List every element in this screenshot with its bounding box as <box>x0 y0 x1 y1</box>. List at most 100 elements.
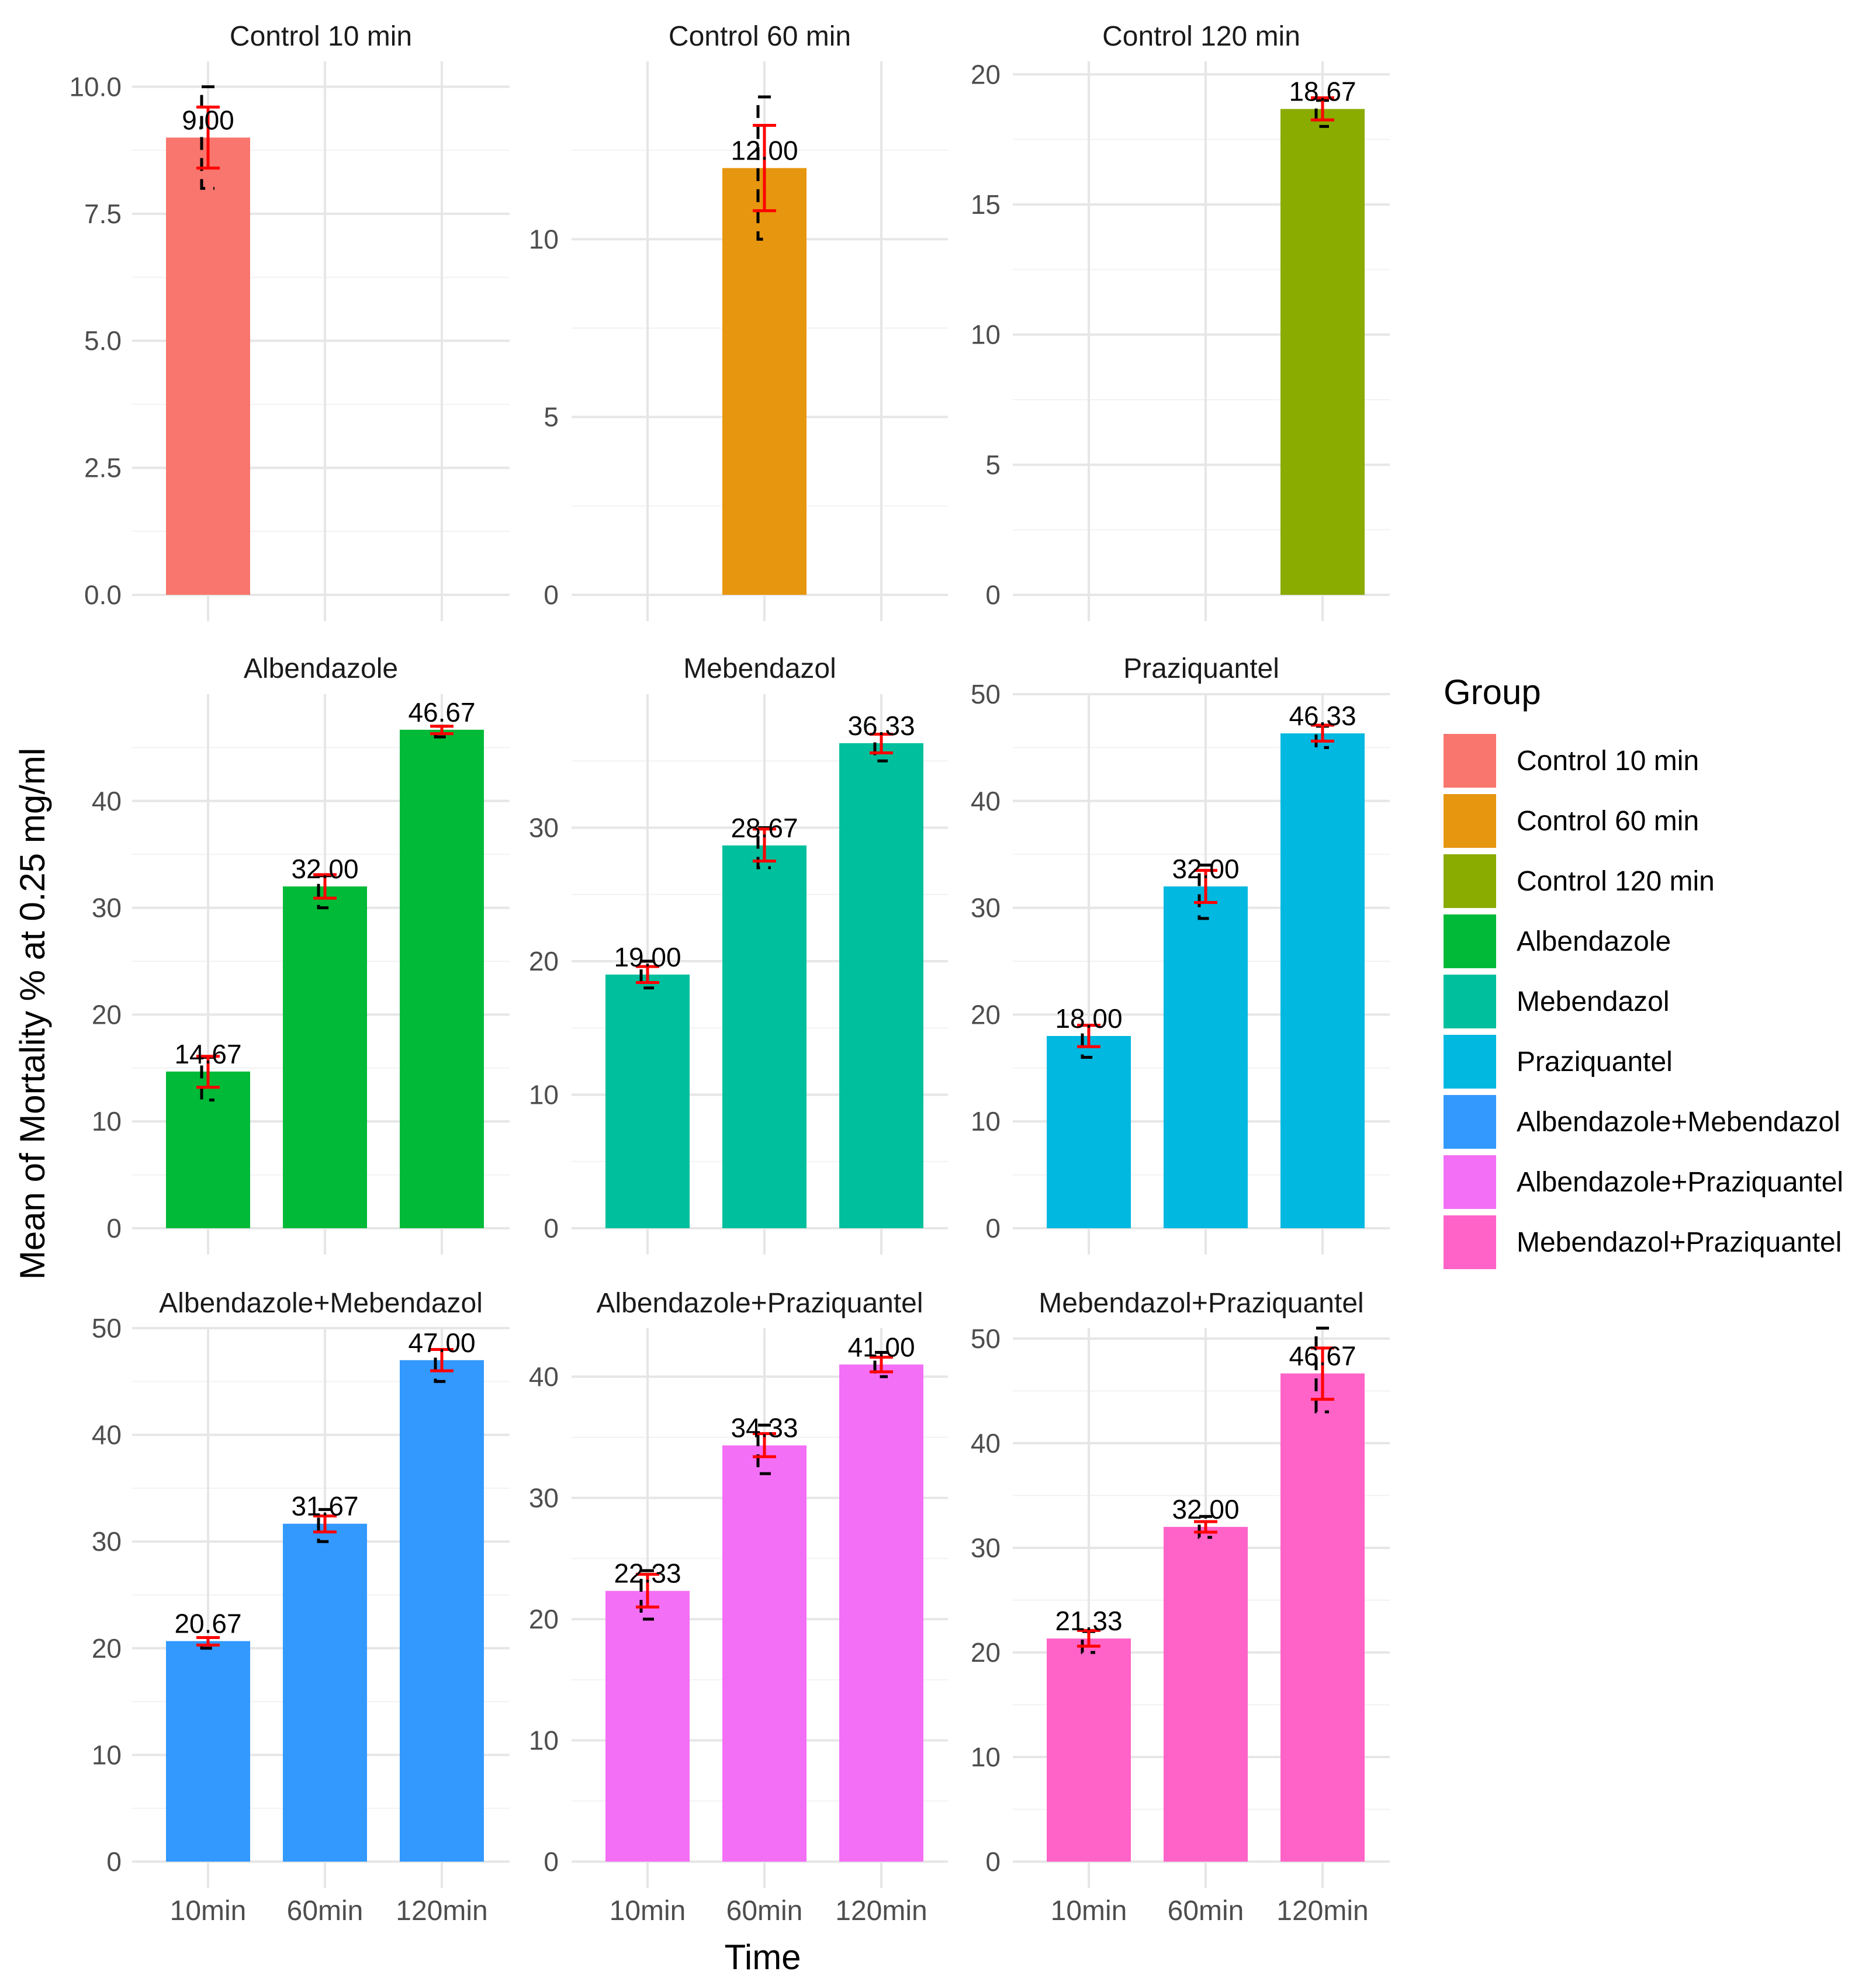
value-label: 32.00 <box>291 854 358 884</box>
error-bar <box>196 1055 220 1089</box>
x-tick-label: 120min <box>396 1896 487 1926</box>
error-bar <box>753 1432 776 1458</box>
y-tick-label: 40 <box>971 1428 1001 1458</box>
value-label: 46.67 <box>408 697 475 727</box>
y-tick-label: 20 <box>92 999 122 1030</box>
range-bracket <box>200 85 214 190</box>
panel-control-10-min: 0.0 2.5 5.0 7.5 10.0 Control 10 min 9.00 <box>69 21 510 621</box>
bar-60min <box>1164 1527 1248 1862</box>
legend-swatch <box>1444 1155 1496 1209</box>
x-tick-label: 60min <box>287 1896 364 1926</box>
error-bar <box>753 124 776 213</box>
y-tick-label: 40 <box>971 786 1001 816</box>
y-tick-label: 30 <box>529 1483 559 1513</box>
value-label: 12.00 <box>731 136 798 166</box>
y-tick-label: 7.5 <box>84 199 122 229</box>
x-axis-label: Time <box>724 1938 801 1977</box>
error-bar <box>636 1572 659 1609</box>
error-bar <box>430 725 454 736</box>
bar-120min <box>839 1364 923 1862</box>
y-tick-label: 10 <box>971 1106 1001 1136</box>
y-tick-label: 10 <box>971 1742 1001 1772</box>
bar-60min <box>283 1523 367 1862</box>
panel-title: Mebendazol <box>683 653 836 684</box>
error-bar <box>1311 723 1334 743</box>
value-label: 18.00 <box>1055 1003 1122 1034</box>
y-tick-label: 2.5 <box>84 453 122 483</box>
panel-title: Albendazole <box>244 653 398 684</box>
legend-swatch <box>1444 794 1496 848</box>
panel-albendazole-mebendazol: 0 10 20 30 40 50 Albendazole+Mebendazol 20.67 31… <box>92 1288 510 1926</box>
range-bracket <box>756 95 771 241</box>
y-tick-label: 10 <box>92 1740 122 1770</box>
legend-swatch <box>1444 1095 1496 1149</box>
y-tick-label: 0 <box>985 580 1001 610</box>
y-tick-label: 30 <box>529 813 559 843</box>
y-tick-label: 10 <box>971 320 1001 350</box>
error-bar <box>196 105 220 170</box>
error-bar <box>870 1356 893 1374</box>
error-bar <box>196 1636 220 1647</box>
y-tick-label: 20 <box>971 59 1001 89</box>
y-tick-label: 10 <box>529 1080 559 1110</box>
range-bracket <box>1197 1515 1212 1539</box>
y-tick-label: 5 <box>985 449 1001 480</box>
bar-120min <box>400 1360 484 1862</box>
range-bracket <box>1197 863 1212 920</box>
bar-120min <box>400 729 484 1228</box>
y-tick-label: 0 <box>544 580 559 610</box>
y-tick-label: 10 <box>529 224 559 254</box>
y-tick-label: 0 <box>106 1213 122 1243</box>
y-tick-label: 20 <box>971 1637 1001 1668</box>
panel-mebendazol: 0 10 20 30 Mebendazol 19.00 28.67 36.33 <box>529 653 948 1255</box>
legend-label: Albendazole+Mebendazol <box>1517 1107 1840 1138</box>
bar-60min <box>722 168 807 595</box>
legend-label: Mebendazol+Praziquantel <box>1517 1227 1842 1258</box>
y-tick-label: 50 <box>971 679 1001 709</box>
bar-120min <box>1280 733 1365 1228</box>
y-tick-label: 0.0 <box>84 580 122 610</box>
panel-control-120-min: 0 5 10 15 20 Control 120 min 18.67 <box>971 21 1390 621</box>
y-tick-label: 40 <box>92 786 122 816</box>
legend-swatch <box>1444 734 1496 788</box>
y-tick-label: 50 <box>92 1313 122 1343</box>
y-tick-label: 20 <box>971 999 1001 1030</box>
legend-label: Control 10 min <box>1517 746 1699 777</box>
error-bar <box>1311 1346 1334 1401</box>
bar-60min <box>722 1445 807 1862</box>
bar-10min <box>166 137 250 595</box>
value-label: 46.67 <box>1289 1341 1356 1371</box>
value-label: 19.00 <box>614 942 681 972</box>
value-label: 32.00 <box>1172 1494 1239 1524</box>
panel-title: Control 10 min <box>230 21 412 52</box>
x-tick-label: 10min <box>610 1896 686 1926</box>
legend-title: Group <box>1444 673 1541 712</box>
range-bracket <box>1314 1326 1329 1413</box>
y-tick-label: 30 <box>92 1526 122 1557</box>
legend-swatch <box>1444 1215 1496 1269</box>
bar-10min <box>166 1071 250 1228</box>
panel-title: Albendazole+Praziquantel <box>596 1288 923 1319</box>
y-tick-label: 5 <box>544 402 559 432</box>
panel-praziquantel: 0 10 20 30 40 50 Praziquantel 18.00 32.00 46.33 <box>971 653 1390 1255</box>
error-bar <box>313 1514 337 1534</box>
y-tick-label: 10 <box>529 1725 559 1756</box>
value-label: 28.67 <box>731 813 798 843</box>
y-tick-label: 50 <box>971 1323 1001 1354</box>
value-label: 41.00 <box>847 1332 915 1362</box>
legend-label: Albendazole <box>1517 926 1671 957</box>
y-tick-label: 30 <box>92 893 122 923</box>
y-tick-label: 0 <box>985 1213 1001 1243</box>
x-tick-label: 10min <box>170 1896 247 1926</box>
error-bar <box>753 827 776 863</box>
bar-10min <box>1047 1035 1131 1228</box>
bar-120min <box>839 743 923 1228</box>
range-bracket <box>756 1423 771 1475</box>
bar-10min <box>166 1641 250 1862</box>
legend-label: Control 60 min <box>1517 806 1699 837</box>
bar-60min <box>1164 886 1248 1228</box>
legend-swatch <box>1444 1035 1496 1089</box>
range-bracket <box>317 1508 331 1543</box>
bar-10min <box>1047 1638 1131 1862</box>
y-tick-label: 10.0 <box>69 71 122 102</box>
